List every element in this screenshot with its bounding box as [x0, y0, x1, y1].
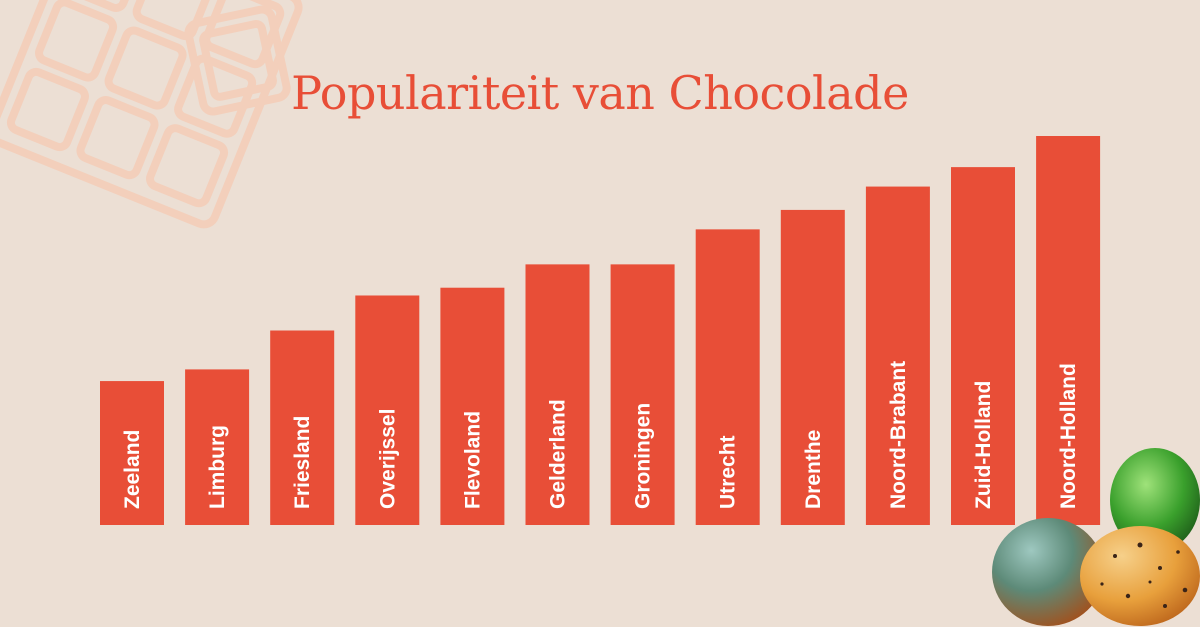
bar-label: Noord-Holland	[1057, 363, 1080, 509]
bar-noord-holland	[1036, 136, 1101, 525]
bar-label: Limburg	[206, 425, 229, 509]
bar-label: Groningen	[632, 403, 655, 509]
bar-zeeland	[100, 381, 164, 525]
bar-label: Friesland	[291, 416, 314, 509]
bar-drenthe	[780, 209, 845, 525]
bar-zuid-holland	[951, 167, 1015, 525]
chart-title: Populariteit van Chocolade	[291, 66, 909, 120]
bar-utrecht	[695, 229, 760, 526]
bar-overijssel	[355, 295, 420, 525]
bar-label: Drenthe	[802, 430, 825, 509]
bar-groningen	[610, 264, 675, 525]
bar-noord-brabant	[865, 186, 930, 525]
bar-limburg	[185, 369, 250, 525]
bar-label: Overijssel	[376, 409, 399, 509]
bar-friesland	[270, 330, 335, 525]
chocolate-bonbons-image	[992, 448, 1200, 626]
bar-label: Utrecht	[717, 435, 740, 509]
bar-flevoland	[440, 287, 505, 525]
bar-label: Zeeland	[121, 430, 144, 509]
bar-label: Noord-Brabant	[887, 361, 910, 509]
bar-label: Gelderland	[547, 399, 570, 509]
bar-label: Zuid-Holland	[972, 381, 995, 509]
bar-gelderland	[525, 264, 590, 525]
bar-label: Flevoland	[461, 411, 484, 509]
